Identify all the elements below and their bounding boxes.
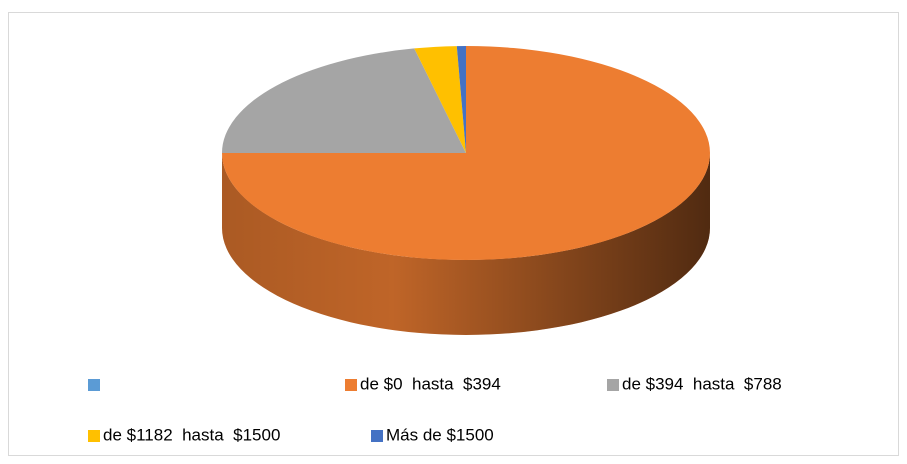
legend-swatch — [88, 430, 100, 442]
legend-label: de $1182 hasta $1500 — [103, 425, 280, 444]
legend-swatch — [345, 379, 357, 391]
slice — [414, 46, 466, 153]
legend-label: de $394 hasta $788 — [622, 374, 782, 393]
legend-label: de $0 hasta $394 — [360, 374, 501, 393]
legend-swatch — [371, 430, 383, 442]
legend-label: Más de $1500 — [386, 425, 494, 444]
legend-swatch — [88, 379, 100, 391]
legend-swatch — [607, 379, 619, 391]
slice — [456, 46, 466, 153]
slice — [222, 48, 466, 153]
slice-side-shade — [222, 153, 710, 335]
